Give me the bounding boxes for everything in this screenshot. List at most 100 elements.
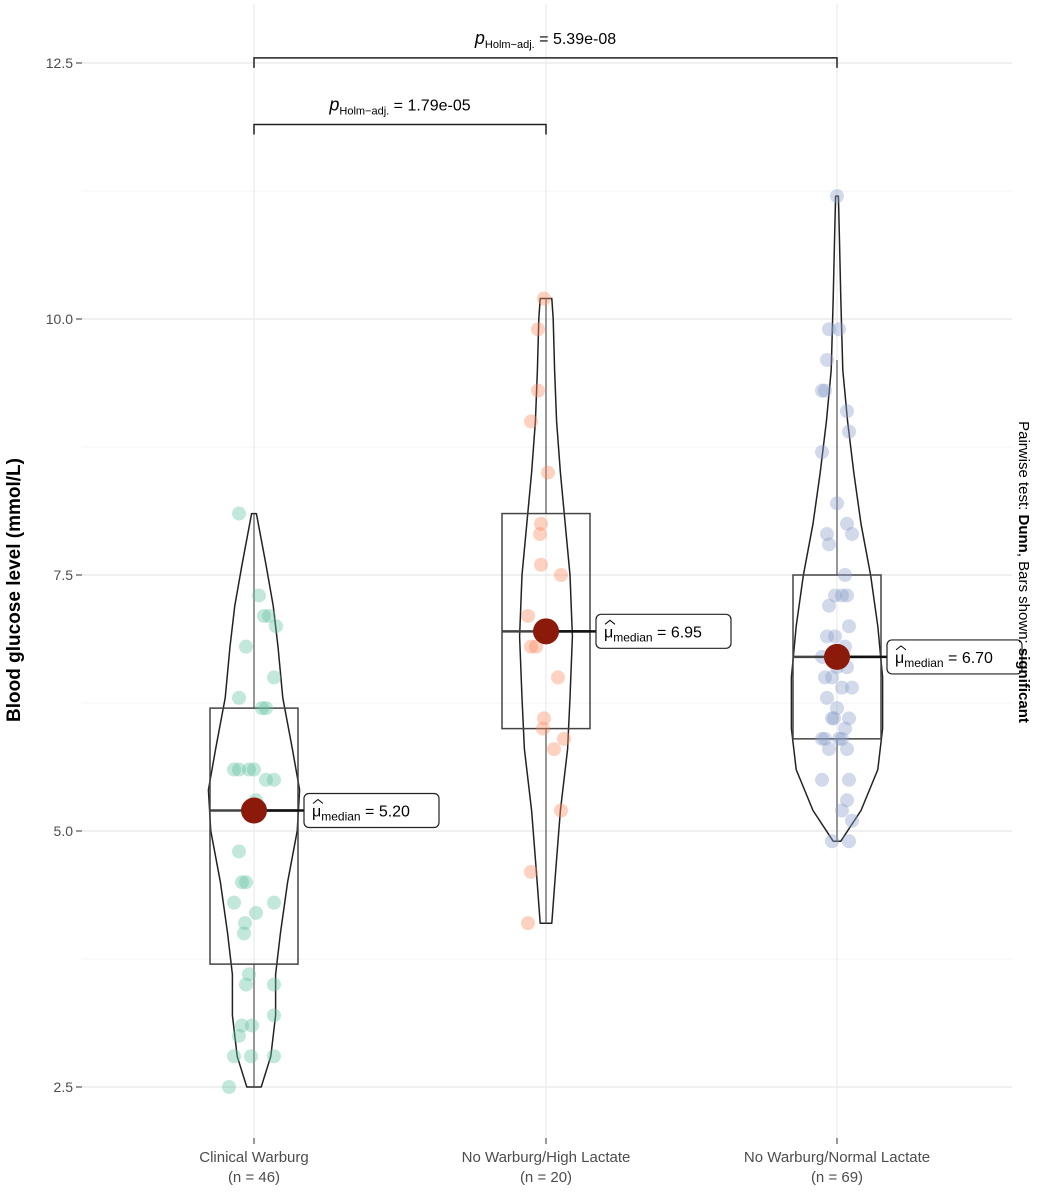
data-point (842, 772, 856, 787)
data-point (235, 1018, 249, 1033)
data-point (822, 742, 836, 757)
data-point (842, 834, 856, 849)
data-point (822, 322, 836, 337)
data-point (237, 926, 251, 941)
x-tick-label: No Warburg/Normal Lactate (744, 1149, 930, 1166)
hat-icon (604, 619, 616, 625)
data-point (238, 916, 252, 931)
data-point (232, 690, 246, 705)
y-tick-label: 7.5 (54, 567, 74, 583)
data-point (554, 803, 568, 818)
data-point (818, 670, 832, 685)
median-label: μmedian = 6.70 (895, 650, 993, 670)
data-point (244, 1049, 258, 1064)
data-point (557, 731, 571, 746)
data-point (521, 608, 535, 623)
y-axis: 2.5 5.0 7.5 10.0 12.5 (46, 55, 82, 1095)
data-point (845, 813, 859, 828)
data-point (818, 383, 832, 398)
x-tick-count: (n = 46) (228, 1169, 280, 1186)
data-point (245, 1018, 259, 1033)
data-point (820, 352, 834, 367)
data-point (239, 639, 253, 654)
data-point (840, 742, 854, 757)
median-point (533, 618, 559, 645)
data-point (247, 762, 261, 777)
data-point (832, 322, 846, 337)
median-label: μmedian = 6.95 (604, 624, 702, 644)
group-0: μmedian = 5.20 (207, 506, 440, 1094)
data-point (838, 721, 852, 736)
violin-outline (518, 297, 574, 924)
data-point (269, 619, 283, 634)
data-point (232, 844, 246, 859)
data-point (825, 834, 839, 849)
data-point (547, 742, 561, 757)
data-point (232, 1028, 246, 1043)
data-point (820, 690, 834, 705)
violin-outline (790, 195, 884, 842)
group-2: μmedian = 6.70 (790, 189, 1023, 849)
data-point (239, 875, 253, 890)
x-tick-count: (n = 69) (811, 1169, 863, 1186)
data-point (845, 527, 859, 542)
median-label-box (595, 613, 732, 649)
grid (82, 4, 1012, 1138)
violin-outline (207, 512, 301, 1088)
y-tick-label: 10.0 (46, 311, 73, 327)
box (209, 707, 299, 965)
y-tick-label: 12.5 (46, 55, 73, 71)
data-point (257, 608, 271, 623)
data-point (267, 895, 281, 910)
data-point (222, 1080, 236, 1094)
data-point (815, 445, 829, 460)
data-point (845, 680, 859, 695)
data-point (842, 711, 856, 726)
box (501, 512, 591, 730)
data-point (830, 189, 844, 204)
data-point (835, 731, 849, 746)
data-point (227, 762, 241, 777)
data-point (551, 670, 565, 685)
data-point (838, 568, 852, 582)
data-point (541, 465, 555, 480)
median-point (824, 643, 850, 670)
bracket (253, 57, 838, 68)
group-1: μmedian = 6.95 (501, 291, 732, 931)
data-point (825, 670, 839, 685)
y-axis-label: Blood glucose level (mmol/L) (4, 458, 25, 722)
data-point (252, 588, 266, 603)
data-point (267, 1049, 281, 1064)
x-tick-label: Clinical Warburg (199, 1149, 308, 1166)
median-label-box (303, 792, 440, 829)
data-point (242, 762, 256, 777)
data-point (822, 598, 836, 613)
data-point (259, 701, 273, 716)
bracket (253, 123, 547, 135)
p-value-label: pHolm−adj. = 5.39e-08 (474, 28, 616, 51)
data-point (815, 383, 829, 398)
median-label-box (886, 639, 1023, 675)
data-point (255, 701, 269, 716)
data-point (531, 322, 545, 337)
data-point (534, 557, 548, 572)
data-point (825, 711, 839, 726)
data-point (840, 516, 854, 531)
data-point (537, 711, 551, 726)
data-point (242, 967, 256, 982)
median-point (241, 797, 267, 824)
data-point (832, 731, 846, 746)
data-point (830, 496, 844, 511)
data-point (232, 762, 246, 777)
data-point (822, 537, 836, 552)
x-tick-label: No Warburg/High Lactate (462, 1149, 631, 1166)
comparison-brackets: pHolm−adj. = 1.79e-05 pHolm−adj. = 5.39e-… (253, 28, 838, 135)
data-point (820, 527, 834, 542)
data-point (267, 977, 281, 992)
data-point (524, 864, 538, 879)
data-point (534, 516, 548, 531)
data-point (842, 424, 856, 439)
data-point (827, 711, 841, 726)
data-point (828, 588, 842, 603)
